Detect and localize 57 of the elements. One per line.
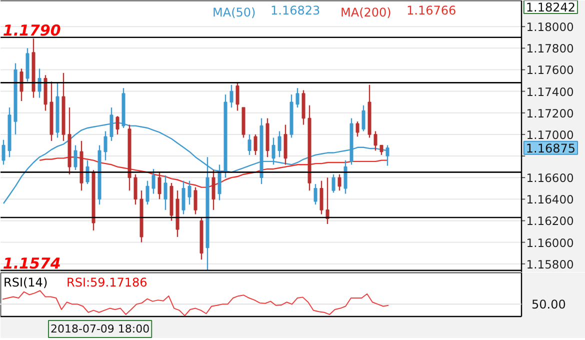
- candlestick: [158, 172, 162, 200]
- candlestick: [194, 186, 198, 215]
- y-tick-label: 1.18000: [526, 20, 574, 34]
- ref-line-label: 1.1574: [2, 254, 61, 272]
- text: MA(50): [212, 6, 256, 20]
- y-tick-label: 1.16600: [526, 171, 574, 186]
- candlestick: [332, 174, 336, 194]
- candlestick: [380, 144, 384, 156]
- y-tick-label: 1.17800: [526, 42, 574, 56]
- text: 1.16875: [526, 141, 576, 156]
- y-tick-label: 1.16200: [526, 214, 574, 228]
- candlestick: [104, 130, 108, 161]
- candlestick: [116, 116, 120, 136]
- candlestick: [86, 160, 90, 185]
- candlestick: [320, 180, 324, 215]
- candlestick: [164, 174, 168, 211]
- candlestick: [374, 130, 378, 152]
- annotation: 1.16823: [270, 4, 320, 18]
- text: 50.00: [532, 298, 566, 312]
- chart-title: RSI(14): [4, 276, 48, 290]
- candlestick: [2, 139, 6, 166]
- candlestick: [74, 144, 78, 171]
- candlestick: [272, 137, 276, 166]
- candlestick: [344, 160, 348, 194]
- candlestick: [356, 120, 360, 138]
- candlestick: [230, 84, 234, 108]
- y-tick-label: 1.15800: [526, 257, 574, 272]
- text: MA(200): [340, 6, 392, 20]
- candlestick: [314, 183, 318, 206]
- candlestick: [146, 180, 150, 206]
- text: RSI:59.17186: [66, 276, 148, 290]
- candlestick: [134, 174, 138, 206]
- candlestick: [218, 164, 222, 201]
- text: 1.18242: [526, 0, 576, 14]
- candlestick: [254, 134, 258, 156]
- candlestick: [20, 68, 24, 102]
- candlestick: [182, 180, 186, 215]
- candlestick: [278, 130, 282, 158]
- candlestick: [326, 176, 330, 225]
- candlestick: [296, 87, 300, 108]
- y-tick-label: 1.17600: [526, 63, 574, 78]
- candlestick: [212, 169, 216, 211]
- text: 1.16766: [406, 4, 456, 18]
- ref-line-label: 1.1790: [2, 21, 61, 40]
- candlestick: [338, 174, 342, 192]
- candlestick: [362, 104, 366, 132]
- y-tick-label: 1.16000: [526, 236, 574, 250]
- candlestick: [248, 134, 252, 156]
- candlestick: [284, 124, 288, 166]
- text: 2018-07-09 18:00: [50, 322, 150, 336]
- y-tick-label: 1.17000: [526, 128, 574, 142]
- y-tick-label: 1.16400: [526, 192, 574, 207]
- candlestick: [188, 180, 192, 206]
- y-tick-label: 1.17400: [526, 84, 574, 99]
- candlestick: [236, 82, 240, 112]
- candlestick: [152, 168, 156, 194]
- y-tick-label: 1.17200: [526, 106, 574, 120]
